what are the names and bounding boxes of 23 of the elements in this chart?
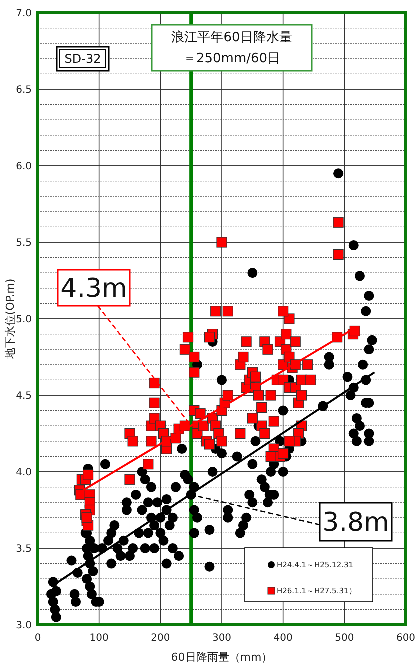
x-tick-label: 300 (212, 633, 232, 644)
y-tick-label: 6.5 (16, 85, 32, 96)
x-tick-label: 600 (396, 633, 416, 644)
y-tick-label: 5.5 (16, 238, 32, 249)
y-tick-label: 6.0 (16, 162, 32, 172)
annotation: 浪江平年60日降水量 (172, 30, 292, 46)
x-tick-label: 100 (90, 633, 109, 644)
y-tick-label: 7.0 (16, 8, 32, 20)
y-tick-label: 4.0 (16, 468, 32, 478)
x-tick-label: 200 (151, 633, 170, 644)
annotation: ＝250mm/60日 (183, 52, 281, 67)
x-tick-label: 0 (34, 633, 42, 644)
annotation: 3.8m (322, 508, 390, 538)
annotation: 4.3m (60, 274, 128, 304)
x-tick-label: 400 (274, 633, 293, 644)
x-tick-label: 500 (335, 633, 354, 644)
y-tick-label: 4.5 (16, 391, 32, 402)
y-tick-label: 3.5 (16, 544, 32, 555)
y-tick-label: 5.0 (16, 314, 32, 326)
x-axis-title: 60日降雨量（mm） (171, 651, 273, 664)
y-tick-label: 3.0 (16, 620, 32, 632)
annotation: SD-32 (64, 52, 102, 66)
y-axis-title: 地下水位(OP.m) (4, 278, 17, 360)
